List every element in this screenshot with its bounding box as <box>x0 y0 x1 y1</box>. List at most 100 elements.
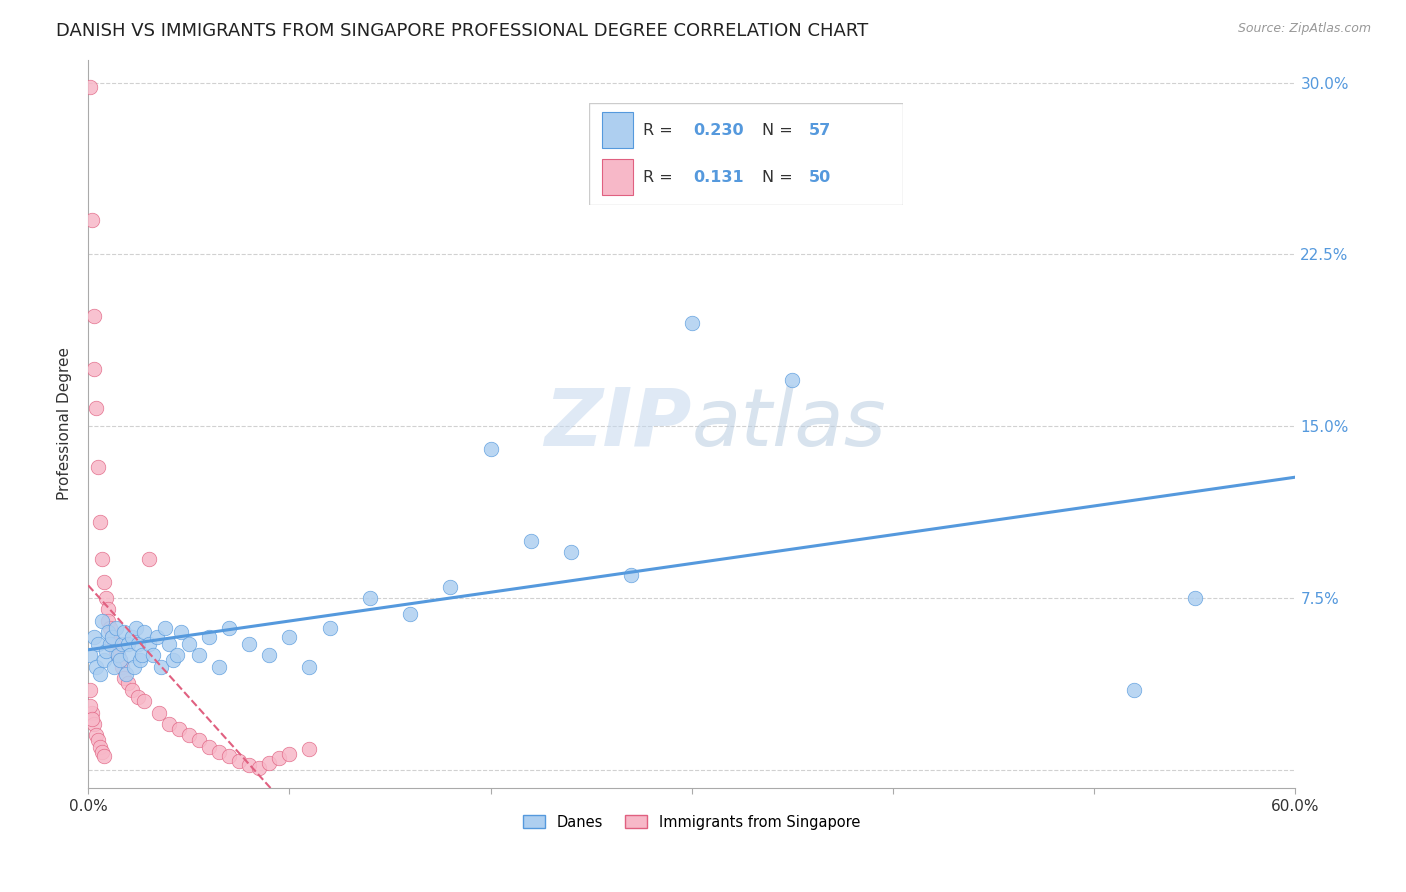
Point <box>187 733 209 747</box>
Point <box>89 739 111 754</box>
Point <box>103 659 125 673</box>
Text: DANISH VS IMMIGRANTS FROM SINGAPORE PROFESSIONAL DEGREE CORRELATION CHART: DANISH VS IMMIGRANTS FROM SINGAPORE PROF… <box>56 22 869 40</box>
Point <box>93 653 115 667</box>
Point <box>93 749 115 764</box>
Point <box>97 602 120 616</box>
Point <box>177 729 200 743</box>
Point <box>782 373 804 387</box>
Point <box>145 630 167 644</box>
Point <box>110 653 132 667</box>
Point <box>121 630 143 644</box>
Point <box>218 749 240 764</box>
Point <box>141 648 163 663</box>
Point <box>101 630 124 644</box>
Point <box>98 621 121 635</box>
Point <box>238 758 260 772</box>
Point <box>134 694 156 708</box>
Point <box>79 648 101 663</box>
Point <box>84 659 107 673</box>
Point <box>399 607 422 621</box>
Point <box>157 637 180 651</box>
Point <box>96 591 118 605</box>
Point <box>112 671 135 685</box>
Point <box>103 637 125 651</box>
Point <box>127 690 149 704</box>
Point <box>298 742 321 756</box>
Point <box>83 717 105 731</box>
Point <box>125 621 148 635</box>
Point <box>110 653 132 667</box>
Point <box>162 653 184 667</box>
Point <box>96 643 118 657</box>
Point <box>1123 682 1146 697</box>
Text: ZIP: ZIP <box>544 384 692 463</box>
Point <box>83 309 105 323</box>
Point <box>89 666 111 681</box>
Point <box>318 621 340 635</box>
Point <box>84 729 107 743</box>
Point <box>439 580 461 594</box>
Point <box>91 552 114 566</box>
Point <box>111 637 134 651</box>
Point <box>247 760 270 774</box>
Point <box>257 756 280 770</box>
Point <box>79 80 101 95</box>
Point <box>520 533 543 548</box>
Point <box>89 516 111 530</box>
Point <box>257 648 280 663</box>
Point <box>138 637 160 651</box>
Point <box>278 630 301 644</box>
Point <box>278 747 301 761</box>
Point <box>148 706 170 720</box>
Point <box>84 401 107 415</box>
Point <box>124 659 146 673</box>
Text: Source: ZipAtlas.com: Source: ZipAtlas.com <box>1237 22 1371 36</box>
Point <box>238 637 260 651</box>
Point <box>115 666 138 681</box>
Point <box>101 630 124 644</box>
Point <box>121 682 143 697</box>
Point <box>98 637 121 651</box>
Point <box>91 614 114 628</box>
Point <box>681 316 703 330</box>
Point <box>228 754 250 768</box>
Point <box>208 659 231 673</box>
Point <box>87 733 110 747</box>
Point <box>79 698 101 713</box>
Point <box>177 637 200 651</box>
Point <box>359 591 381 605</box>
Point <box>198 739 221 754</box>
Point <box>82 706 104 720</box>
Point <box>82 213 104 227</box>
Point <box>153 621 176 635</box>
Point <box>131 648 153 663</box>
Point <box>83 630 105 644</box>
Point <box>127 637 149 651</box>
Point <box>149 659 172 673</box>
Y-axis label: Professional Degree: Professional Degree <box>58 347 72 500</box>
Point <box>107 648 129 663</box>
Point <box>479 442 502 456</box>
Point <box>105 643 128 657</box>
Legend: Danes, Immigrants from Singapore: Danes, Immigrants from Singapore <box>517 809 866 836</box>
Point <box>129 653 152 667</box>
Point <box>120 648 142 663</box>
Point <box>112 625 135 640</box>
Point <box>111 659 134 673</box>
Point <box>91 745 114 759</box>
Point <box>138 552 160 566</box>
Point <box>167 722 190 736</box>
Point <box>87 460 110 475</box>
Point <box>170 625 193 640</box>
Point <box>83 362 105 376</box>
Point <box>620 568 643 582</box>
Point <box>298 659 321 673</box>
Point <box>208 745 231 759</box>
Point <box>166 648 188 663</box>
Point <box>269 751 291 765</box>
Point <box>560 545 582 559</box>
Point <box>97 614 120 628</box>
Point <box>218 621 240 635</box>
Point <box>134 625 156 640</box>
Point <box>93 574 115 589</box>
